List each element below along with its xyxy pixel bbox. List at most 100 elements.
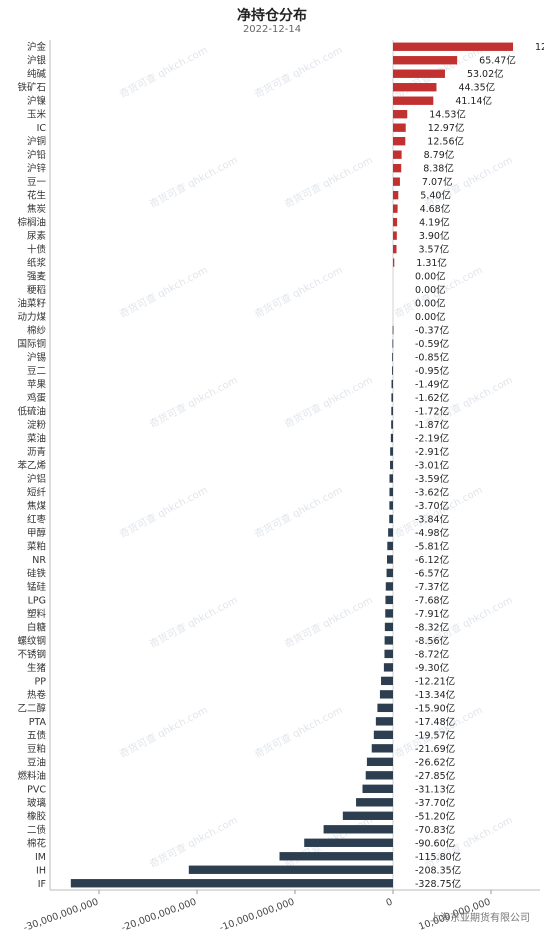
category-label: 二债 — [27, 824, 47, 836]
bar-short — [389, 514, 393, 524]
value-label: 3.57亿 — [418, 244, 449, 256]
category-label: 沪锡 — [27, 352, 46, 364]
category-label: 棕榈油 — [17, 217, 46, 229]
bar-short — [390, 447, 393, 456]
bar-short — [392, 339, 394, 348]
value-label: -0.85亿 — [415, 352, 449, 364]
category-label: 十债 — [27, 244, 47, 256]
bar-long — [393, 56, 458, 65]
value-label: -0.95亿 — [415, 365, 449, 377]
bar-short — [388, 528, 393, 537]
category-label: 尿素 — [27, 230, 47, 242]
category-label: 豆二 — [27, 366, 46, 377]
watermark: 奇货可查 qhkch.com — [117, 43, 210, 101]
category-label: 沪铜 — [27, 136, 46, 148]
company-footer: 上海东亚期货有限公司 — [430, 913, 530, 924]
value-label: -17.48亿 — [415, 716, 455, 728]
category-label: IF — [38, 879, 46, 890]
category-label: 焦炭 — [27, 203, 47, 215]
bar-short — [387, 541, 393, 551]
value-label: -1.87亿 — [415, 419, 449, 431]
value-label: -0.37亿 — [415, 325, 449, 337]
category-label: 五债 — [27, 729, 47, 741]
value-label: -0.59亿 — [415, 338, 449, 350]
watermark: 奇货可查 qhkch.com — [252, 483, 345, 541]
value-label: 14.53亿 — [429, 109, 466, 121]
category-label: 国际铜 — [17, 338, 46, 350]
value-label: -21.69亿 — [415, 743, 455, 755]
bar-long — [393, 83, 437, 92]
bar-long — [393, 96, 434, 105]
bar-short — [387, 555, 393, 564]
category-label: NR — [32, 555, 46, 566]
value-label: -7.68亿 — [415, 594, 449, 606]
bar-long — [393, 244, 397, 254]
bar-short — [365, 771, 393, 780]
bar-short — [279, 852, 393, 861]
category-label: 鸡蛋 — [27, 392, 47, 404]
value-label: 12.56亿 — [427, 136, 464, 148]
category-label: 燃料油 — [17, 770, 46, 782]
category-label: PP — [35, 676, 47, 687]
bar-long — [393, 163, 402, 173]
bar-short — [373, 730, 393, 740]
x-tick-label: -20,000,000,000 — [120, 896, 198, 933]
value-label: 41.14亿 — [455, 95, 492, 107]
bar-long — [393, 258, 395, 267]
category-label: LPG — [28, 595, 46, 606]
value-label: -3.70亿 — [415, 500, 449, 512]
value-label: 7.07亿 — [422, 176, 453, 188]
bar-short — [389, 487, 393, 497]
x-tick-label: 0 — [385, 896, 394, 908]
value-label: -3.01亿 — [415, 460, 449, 472]
category-label: 淀粉 — [27, 419, 47, 431]
value-label: -328.75亿 — [415, 878, 461, 890]
category-label: 红枣 — [27, 513, 47, 525]
watermark: 奇货可查 qhkch.com — [117, 483, 210, 541]
category-label: 沪铝 — [27, 473, 46, 485]
value-label: 0.00亿 — [415, 298, 446, 310]
category-label: 沪铅 — [27, 149, 47, 161]
bar-short — [390, 433, 393, 443]
category-label: 豆粕 — [27, 743, 46, 755]
category-label: 不锈钢 — [17, 648, 46, 660]
bar-short — [371, 744, 393, 753]
watermark: 奇货可查 qhkch.com — [282, 153, 375, 211]
value-label: -37.70亿 — [415, 797, 455, 809]
category-label: 沥青 — [27, 446, 46, 458]
category-label: 花生 — [27, 190, 47, 202]
bar-short — [392, 366, 393, 375]
watermark: 奇货可查 qhkch.com — [147, 813, 240, 871]
value-label: -90.60亿 — [415, 837, 455, 849]
category-label: 橡胶 — [27, 810, 47, 822]
value-label: -13.34亿 — [415, 689, 455, 701]
bar-short — [188, 865, 393, 874]
value-label: -6.57亿 — [415, 567, 449, 579]
value-label: 53.02亿 — [467, 68, 504, 80]
bar-long — [393, 231, 397, 240]
bar-long — [393, 217, 398, 227]
value-label: -3.84亿 — [415, 513, 449, 525]
category-label: IM — [35, 852, 46, 863]
bar-short — [379, 690, 393, 699]
category-label: 苯乙烯 — [17, 460, 46, 472]
category-label: 棉花 — [27, 837, 47, 849]
category-label: 纸浆 — [27, 257, 47, 269]
value-label: 12.97亿 — [428, 122, 465, 134]
bar-short — [389, 474, 393, 483]
bar-long — [393, 137, 406, 146]
bar-short — [383, 663, 393, 672]
value-label: -2.91亿 — [415, 446, 449, 458]
value-label: -6.12亿 — [415, 554, 449, 566]
watermark: 奇货可查 qhkch.com — [117, 703, 210, 761]
value-label: -8.72亿 — [415, 648, 449, 660]
value-label: 122.47亿 — [535, 41, 544, 53]
value-label: -7.91亿 — [415, 608, 449, 620]
x-tick-label: -30,000,000,000 — [22, 896, 100, 933]
bar-long — [393, 69, 445, 78]
value-label: 8.79亿 — [424, 149, 455, 161]
bar-short — [362, 784, 393, 793]
category-label: PTA — [29, 717, 47, 728]
category-label: 硅铁 — [27, 567, 47, 579]
